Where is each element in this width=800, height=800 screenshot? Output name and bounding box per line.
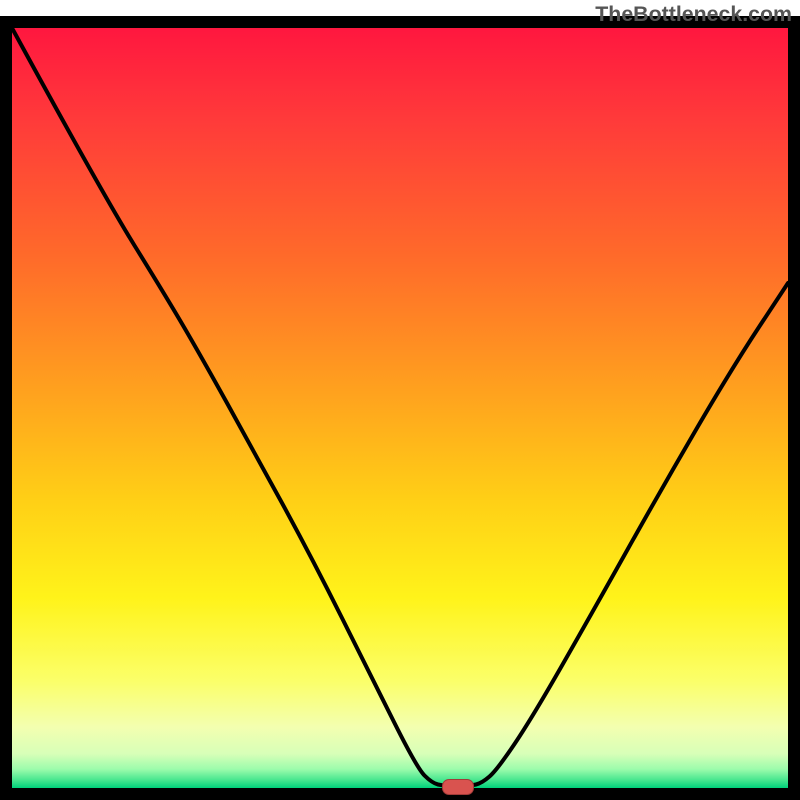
bottleneck-curve <box>0 0 800 800</box>
border-right <box>788 16 800 800</box>
curve-path <box>12 28 788 786</box>
border-bottom <box>0 788 800 800</box>
optimal-marker <box>442 779 474 795</box>
border-left <box>0 16 12 800</box>
attribution-text: TheBottleneck.com <box>595 2 792 27</box>
chart-frame: TheBottleneck.com <box>0 0 800 800</box>
